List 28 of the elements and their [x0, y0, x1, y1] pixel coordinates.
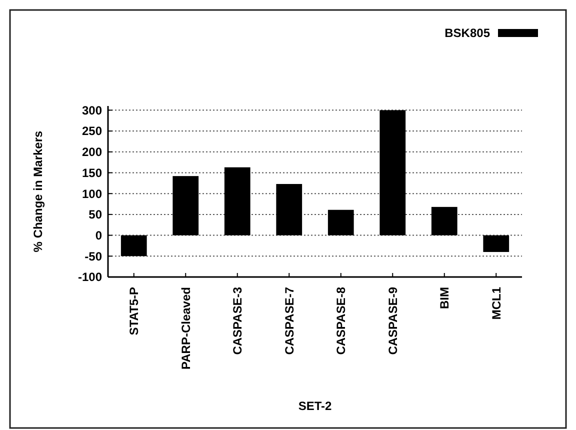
bar — [172, 176, 199, 236]
bar — [431, 206, 458, 236]
x-tick-label: MCL1 — [489, 286, 504, 320]
y-tick-label: 100 — [82, 186, 102, 201]
y-tick-label: 300 — [82, 103, 102, 118]
y-axis-title: % Change in Markers — [31, 130, 45, 252]
y-tick-label: 50 — [88, 208, 102, 222]
y-tick-label: 200 — [82, 145, 102, 160]
y-tick-label: -100 — [78, 270, 102, 284]
bar — [120, 235, 147, 256]
y-tick-label: -50 — [84, 249, 102, 264]
legend-label: BSK805 — [444, 26, 490, 40]
y-tick-label: 150 — [82, 166, 102, 180]
x-tick-label: CASPASE-7 — [282, 286, 296, 355]
bar — [276, 184, 302, 236]
y-tick-label: 250 — [82, 124, 102, 138]
x-tick-label: PARP-Cleaved — [178, 287, 193, 370]
x-tick-label: STAT5-P — [127, 287, 142, 336]
x-axis-title: SET-2 — [298, 399, 332, 413]
bar — [483, 235, 510, 252]
bar — [328, 210, 354, 236]
x-tick-label: CASPASE-9 — [386, 286, 400, 355]
bar — [224, 167, 250, 236]
x-tick-label: CASPASE-3 — [230, 286, 245, 355]
x-tick-label: BIM — [438, 287, 452, 309]
y-tick-label: 0 — [95, 228, 102, 242]
bar — [380, 110, 406, 236]
x-tick-label: CASPASE-8 — [334, 286, 348, 355]
